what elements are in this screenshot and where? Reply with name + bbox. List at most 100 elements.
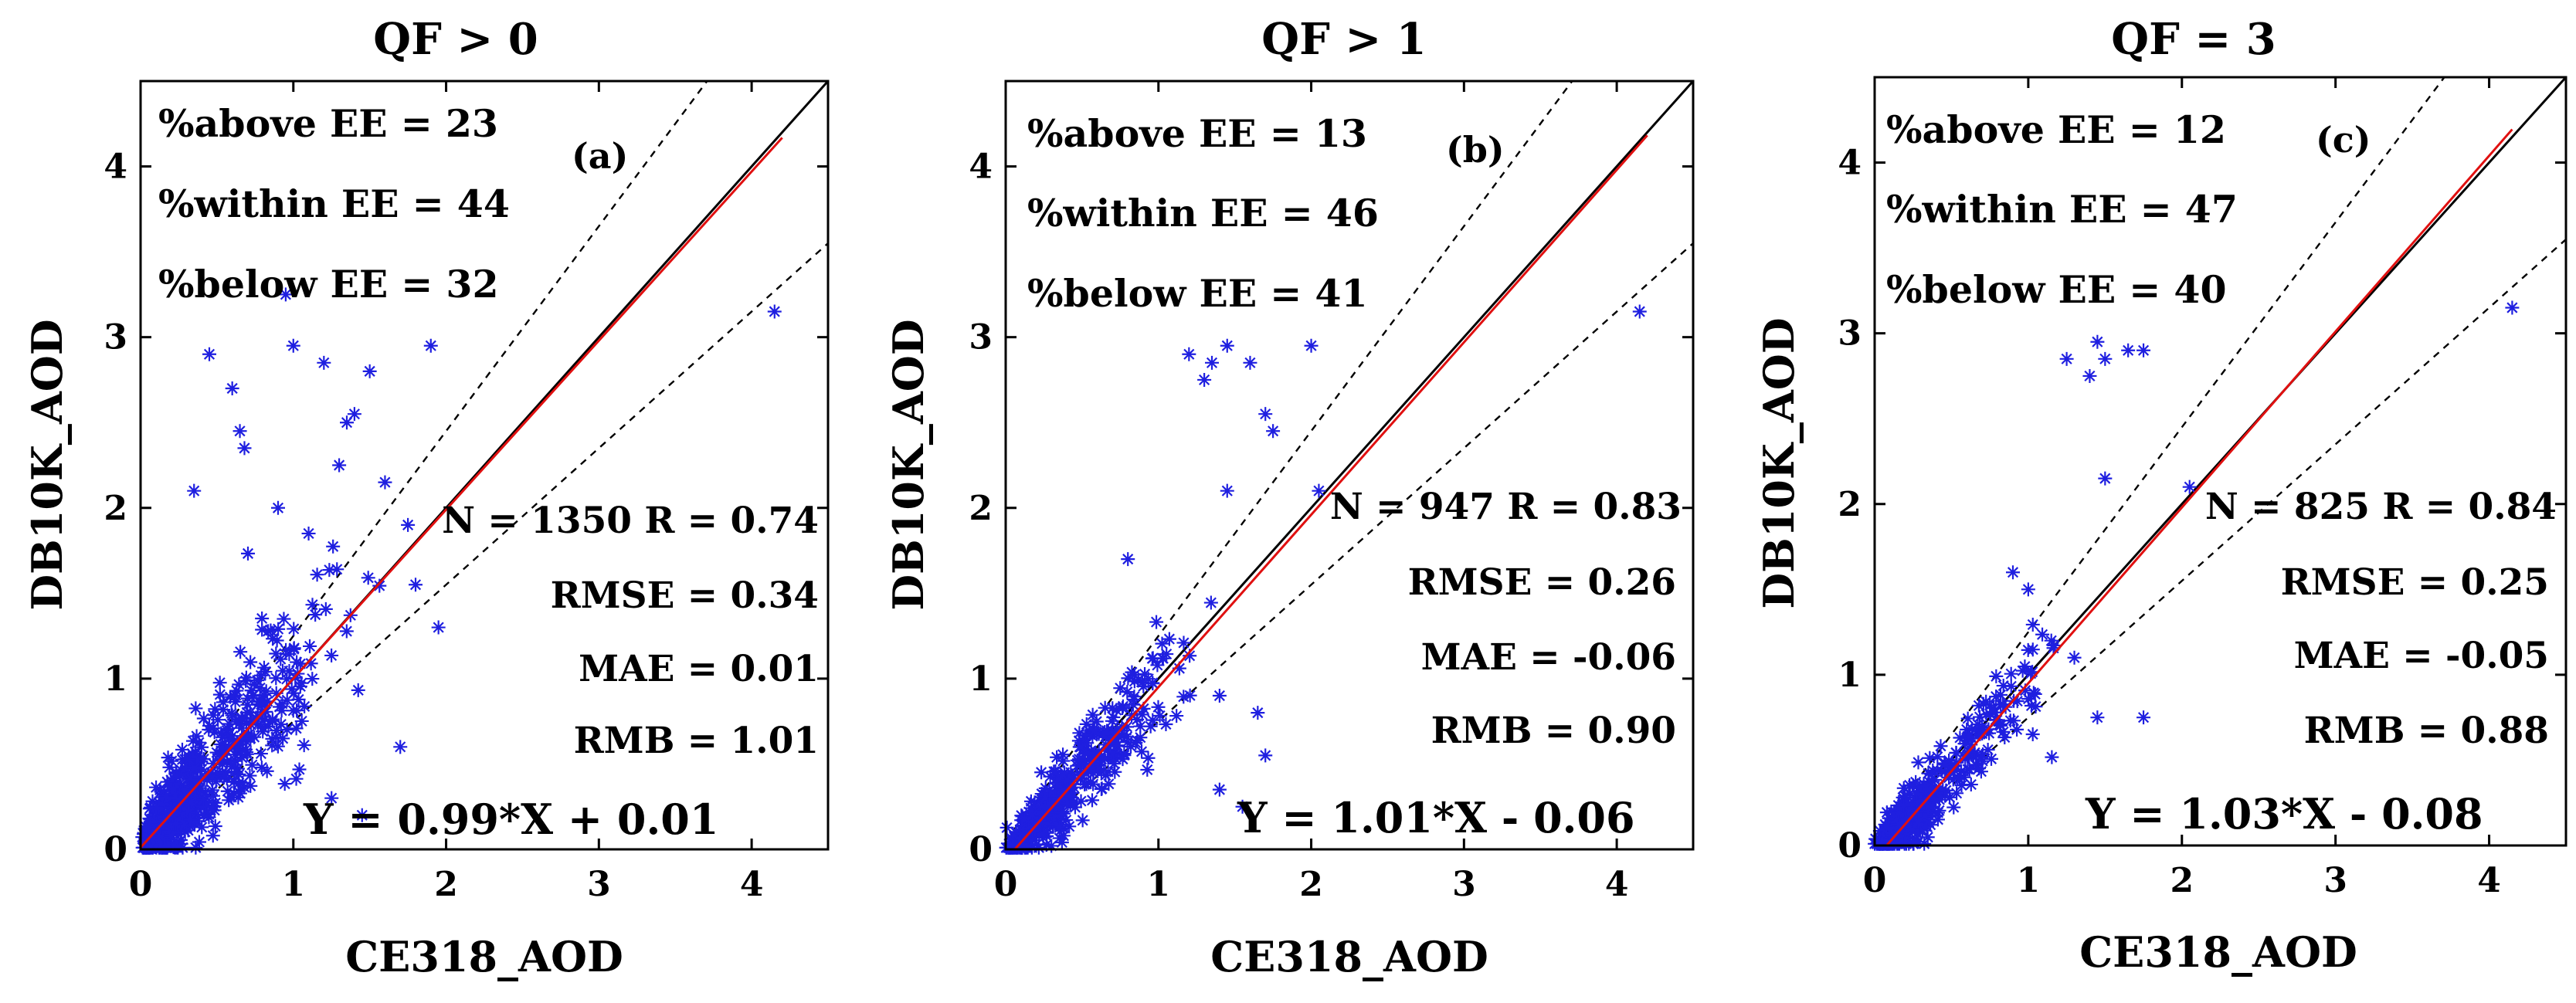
scatter-point xyxy=(1120,685,1135,700)
scatter-point xyxy=(340,415,354,430)
scatter-point xyxy=(245,757,260,772)
scatter-point xyxy=(1996,724,2011,739)
scatter-point xyxy=(1917,836,1932,851)
axis-ticks xyxy=(139,81,828,851)
scatter-point xyxy=(1039,838,1054,852)
metric-rmb: RMB = 1.01 xyxy=(574,720,819,762)
scatter-point xyxy=(1979,707,1994,722)
scatter-point xyxy=(224,706,239,720)
panel-b: QF > 1 0 1 2 3 4 0 1 2 3 4 CE318_AOD DB1… xyxy=(884,14,1695,981)
scatter-point xyxy=(2018,659,2032,674)
scatter-point xyxy=(297,699,312,713)
scatter-point xyxy=(1155,636,1169,651)
scatter-point xyxy=(188,840,203,855)
scatter-point xyxy=(1095,727,1110,742)
scatter-point xyxy=(1098,768,1113,783)
scatter-point xyxy=(253,747,268,761)
scatter-point xyxy=(1879,818,1893,833)
scatter-point xyxy=(284,682,299,696)
scatter-point xyxy=(1902,778,1917,792)
scatter-point xyxy=(169,768,184,783)
scatter-point xyxy=(171,793,185,808)
scatter-point xyxy=(1923,818,1938,832)
scatter-point xyxy=(1038,781,1053,795)
scatter-point xyxy=(1971,698,1986,713)
scatter-point xyxy=(271,622,286,636)
scatter-point xyxy=(265,713,280,728)
scatter-point xyxy=(1149,615,1164,629)
scatter-point xyxy=(235,751,249,765)
axis-ticks xyxy=(1004,81,1693,851)
scatter-point xyxy=(1095,781,1109,796)
x-tick-label: 3 xyxy=(1452,865,1476,904)
x-tick-label: 2 xyxy=(1299,865,1323,904)
regression-line xyxy=(1013,134,1648,850)
scatter-point xyxy=(175,815,190,829)
scatter-point xyxy=(1054,835,1069,849)
scatter-point xyxy=(1127,667,1142,682)
scatter-point xyxy=(270,633,284,648)
scatter-point xyxy=(1078,729,1093,744)
scatter-point xyxy=(1075,813,1090,828)
scatter-point xyxy=(1135,675,1149,690)
scatter-point xyxy=(1115,700,1130,715)
scatter-point xyxy=(1078,777,1092,791)
scatter-point xyxy=(1101,777,1116,791)
panel-title: QF > 1 xyxy=(1261,14,1426,65)
scatter-point xyxy=(347,407,361,422)
scatter-point xyxy=(1906,836,1921,851)
scatter-point xyxy=(1162,632,1176,646)
scatter-point xyxy=(165,754,179,768)
scatter-point xyxy=(297,738,311,753)
scatter-point xyxy=(247,730,262,744)
y-tick-label: 2 xyxy=(969,489,993,528)
scatter-point xyxy=(1087,723,1101,738)
scatter-point xyxy=(192,735,206,750)
scatter-point xyxy=(305,598,320,612)
scatter-point xyxy=(301,526,316,540)
scatter-point xyxy=(1939,783,1953,798)
scatter-point xyxy=(1050,800,1064,815)
scatter-point xyxy=(1109,723,1124,737)
scatter-point xyxy=(206,788,221,803)
scatter-point xyxy=(243,768,257,783)
scatter-point xyxy=(2025,617,2040,632)
scatter-point xyxy=(220,784,235,798)
scatter-point xyxy=(431,620,446,635)
scatter-point xyxy=(290,703,304,718)
ee-below-text: %below EE = 41 xyxy=(1027,271,1368,316)
scatter-point xyxy=(181,752,195,767)
scatter-point xyxy=(255,622,270,637)
scatter-point xyxy=(1145,651,1160,666)
scatter-point xyxy=(1044,839,1059,853)
scatter-point xyxy=(178,761,192,775)
scatter-point xyxy=(308,608,323,622)
scatter-point xyxy=(246,689,260,703)
scatter-point xyxy=(137,822,152,836)
scatter-point xyxy=(1057,782,1071,797)
scatter-point xyxy=(1205,355,1219,370)
scatter-point xyxy=(1884,804,1899,818)
scatter-point xyxy=(1920,830,1935,845)
scatter-point xyxy=(1110,738,1125,753)
scatter-point xyxy=(188,751,202,765)
scatter-point xyxy=(401,517,416,532)
scatter-point xyxy=(165,800,179,815)
scatter-point xyxy=(1048,764,1063,779)
scatter-point xyxy=(1156,651,1170,666)
scatter-point xyxy=(2098,351,2113,366)
scatter-point xyxy=(1182,347,1196,361)
scatter-point xyxy=(222,717,236,731)
scatter-point xyxy=(1183,688,1197,703)
scatter-point xyxy=(1034,765,1049,780)
scatter-point xyxy=(168,788,183,802)
scatter-point xyxy=(1098,751,1112,766)
x-tick-label: 2 xyxy=(434,865,458,904)
scatter-point xyxy=(1235,799,1250,814)
ee-within-text: %within EE = 44 xyxy=(158,181,510,226)
scatter-point xyxy=(293,679,307,693)
x-tick-label: 4 xyxy=(740,865,764,904)
scatter-point xyxy=(1088,747,1102,762)
scatter-point xyxy=(292,762,307,777)
scatter-point xyxy=(276,731,290,746)
